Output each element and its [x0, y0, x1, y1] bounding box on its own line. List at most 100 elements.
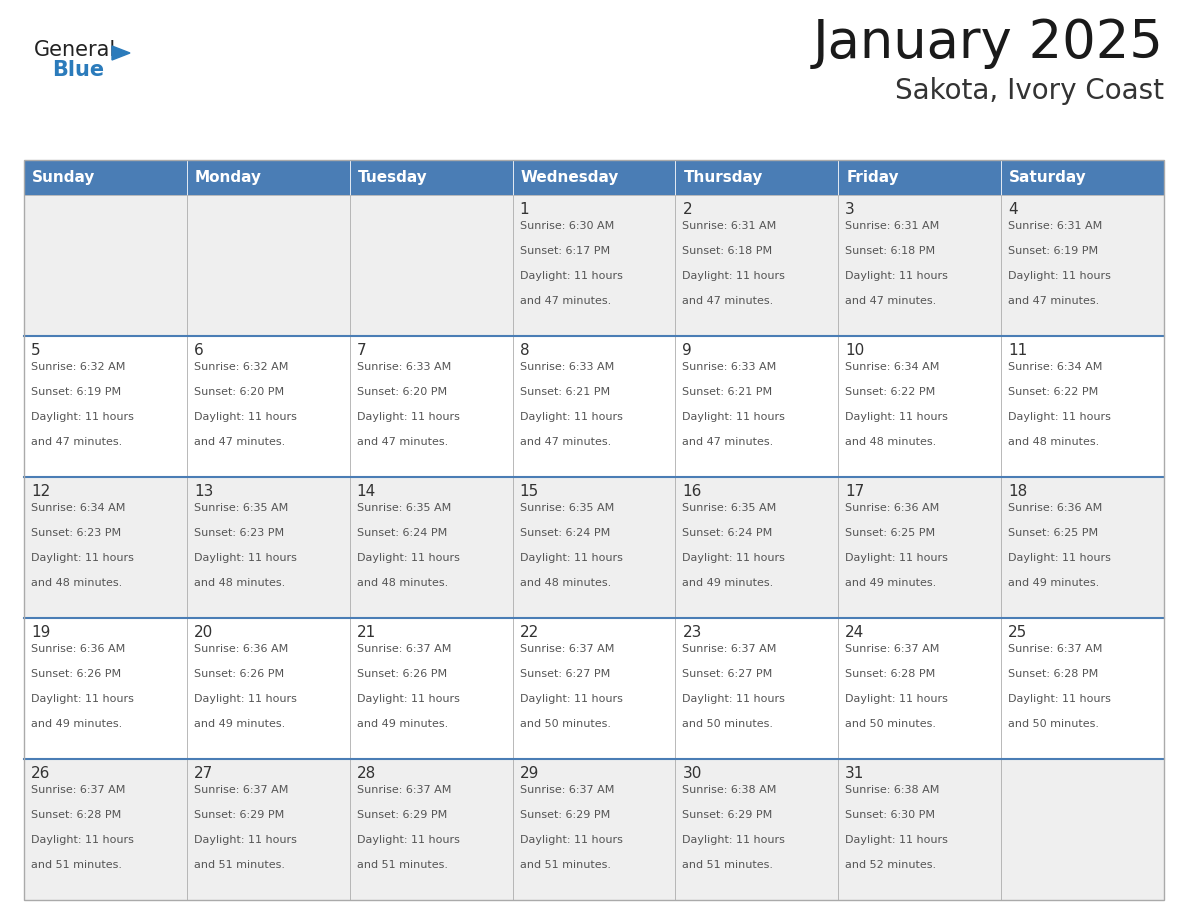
Bar	[676, 759, 839, 900]
Bar	[676, 195, 839, 336]
Text: Sunset: 6:29 PM: Sunset: 6:29 PM	[682, 810, 772, 820]
Text: and 49 minutes.: and 49 minutes.	[846, 578, 936, 588]
Text: and 48 minutes.: and 48 minutes.	[519, 578, 611, 588]
Bar	[187, 195, 349, 336]
Text: 4: 4	[1009, 202, 1018, 217]
Text: and 48 minutes.: and 48 minutes.	[356, 578, 448, 588]
Text: and 51 minutes.: and 51 minutes.	[194, 860, 285, 870]
Text: Sunrise: 6:31 AM: Sunrise: 6:31 AM	[846, 221, 940, 231]
Bar	[24, 195, 187, 336]
Text: and 49 minutes.: and 49 minutes.	[356, 720, 448, 729]
Text: and 48 minutes.: and 48 minutes.	[194, 578, 285, 588]
Text: and 48 minutes.: and 48 minutes.	[1009, 437, 1099, 447]
Text: Daylight: 11 hours: Daylight: 11 hours	[31, 554, 134, 564]
Text: Sunrise: 6:31 AM: Sunrise: 6:31 AM	[682, 221, 777, 231]
Text: Sunset: 6:27 PM: Sunset: 6:27 PM	[519, 669, 609, 679]
Text: Tuesday: Tuesday	[358, 170, 428, 185]
Text: and 47 minutes.: and 47 minutes.	[194, 437, 285, 447]
Text: Sunrise: 6:33 AM: Sunrise: 6:33 AM	[682, 362, 777, 372]
Text: Friday: Friday	[846, 170, 899, 185]
Text: 1: 1	[519, 202, 529, 217]
Text: Sunrise: 6:35 AM: Sunrise: 6:35 AM	[519, 503, 614, 513]
Bar	[349, 195, 512, 336]
Text: Sunset: 6:23 PM: Sunset: 6:23 PM	[194, 528, 284, 538]
Bar	[349, 618, 512, 759]
Bar	[349, 477, 512, 618]
Text: 20: 20	[194, 625, 213, 640]
Bar	[24, 477, 187, 618]
Text: 16: 16	[682, 484, 702, 499]
Bar	[839, 618, 1001, 759]
Text: Sunset: 6:20 PM: Sunset: 6:20 PM	[194, 387, 284, 397]
Text: Sunrise: 6:32 AM: Sunrise: 6:32 AM	[194, 362, 289, 372]
Text: Sunrise: 6:32 AM: Sunrise: 6:32 AM	[31, 362, 126, 372]
Text: and 52 minutes.: and 52 minutes.	[846, 860, 936, 870]
Text: 10: 10	[846, 343, 865, 358]
Text: Sunrise: 6:34 AM: Sunrise: 6:34 AM	[1009, 362, 1102, 372]
Text: Daylight: 11 hours: Daylight: 11 hours	[1009, 271, 1111, 281]
Text: Daylight: 11 hours: Daylight: 11 hours	[519, 694, 623, 704]
Bar	[1001, 618, 1164, 759]
Text: Sunset: 6:28 PM: Sunset: 6:28 PM	[846, 669, 935, 679]
Text: Daylight: 11 hours: Daylight: 11 hours	[356, 835, 460, 845]
Text: and 50 minutes.: and 50 minutes.	[846, 720, 936, 729]
Text: Sunset: 6:18 PM: Sunset: 6:18 PM	[846, 246, 935, 256]
Text: Sunrise: 6:37 AM: Sunrise: 6:37 AM	[846, 644, 940, 654]
Bar	[676, 336, 839, 477]
Text: Daylight: 11 hours: Daylight: 11 hours	[31, 835, 134, 845]
Text: and 49 minutes.: and 49 minutes.	[194, 720, 285, 729]
Text: Daylight: 11 hours: Daylight: 11 hours	[519, 412, 623, 422]
Text: and 49 minutes.: and 49 minutes.	[1009, 578, 1099, 588]
Text: Sunrise: 6:34 AM: Sunrise: 6:34 AM	[846, 362, 940, 372]
Bar	[187, 759, 349, 900]
Text: and 51 minutes.: and 51 minutes.	[519, 860, 611, 870]
Bar	[1001, 336, 1164, 477]
Bar	[24, 160, 1164, 900]
Text: Sunrise: 6:36 AM: Sunrise: 6:36 AM	[194, 644, 289, 654]
Text: and 51 minutes.: and 51 minutes.	[356, 860, 448, 870]
Bar	[24, 160, 187, 195]
Text: Sunrise: 6:33 AM: Sunrise: 6:33 AM	[356, 362, 451, 372]
Bar	[24, 759, 187, 900]
Text: Sunrise: 6:33 AM: Sunrise: 6:33 AM	[519, 362, 614, 372]
Text: Sunrise: 6:38 AM: Sunrise: 6:38 AM	[846, 785, 940, 795]
Text: and 49 minutes.: and 49 minutes.	[31, 720, 122, 729]
Text: Sunset: 6:24 PM: Sunset: 6:24 PM	[519, 528, 609, 538]
Bar	[187, 618, 349, 759]
Text: 22: 22	[519, 625, 539, 640]
Polygon shape	[112, 46, 129, 60]
Bar	[839, 759, 1001, 900]
Text: 17: 17	[846, 484, 865, 499]
Text: Saturday: Saturday	[1009, 170, 1087, 185]
Text: Daylight: 11 hours: Daylight: 11 hours	[356, 412, 460, 422]
Text: General: General	[34, 40, 116, 60]
Bar	[839, 160, 1001, 195]
Text: 29: 29	[519, 766, 539, 781]
Text: 18: 18	[1009, 484, 1028, 499]
Bar	[839, 477, 1001, 618]
Text: and 47 minutes.: and 47 minutes.	[846, 297, 936, 307]
Text: Sunday: Sunday	[32, 170, 95, 185]
Text: Sunrise: 6:34 AM: Sunrise: 6:34 AM	[31, 503, 126, 513]
Text: Sunrise: 6:36 AM: Sunrise: 6:36 AM	[1009, 503, 1102, 513]
Text: Sunrise: 6:37 AM: Sunrise: 6:37 AM	[1009, 644, 1102, 654]
Text: Daylight: 11 hours: Daylight: 11 hours	[682, 554, 785, 564]
Text: 25: 25	[1009, 625, 1028, 640]
Text: 9: 9	[682, 343, 693, 358]
Text: Blue: Blue	[52, 60, 105, 80]
Text: 13: 13	[194, 484, 213, 499]
Text: Sunset: 6:28 PM: Sunset: 6:28 PM	[1009, 669, 1099, 679]
Text: Sunrise: 6:36 AM: Sunrise: 6:36 AM	[31, 644, 125, 654]
Text: 2: 2	[682, 202, 693, 217]
Text: Daylight: 11 hours: Daylight: 11 hours	[194, 412, 297, 422]
Bar	[349, 336, 512, 477]
Text: Sunset: 6:26 PM: Sunset: 6:26 PM	[356, 669, 447, 679]
Bar	[349, 759, 512, 900]
Text: Daylight: 11 hours: Daylight: 11 hours	[846, 271, 948, 281]
Text: Daylight: 11 hours: Daylight: 11 hours	[519, 835, 623, 845]
Text: Daylight: 11 hours: Daylight: 11 hours	[682, 412, 785, 422]
Text: Sunrise: 6:35 AM: Sunrise: 6:35 AM	[682, 503, 777, 513]
Text: 8: 8	[519, 343, 529, 358]
Text: and 47 minutes.: and 47 minutes.	[1009, 297, 1099, 307]
Bar	[187, 477, 349, 618]
